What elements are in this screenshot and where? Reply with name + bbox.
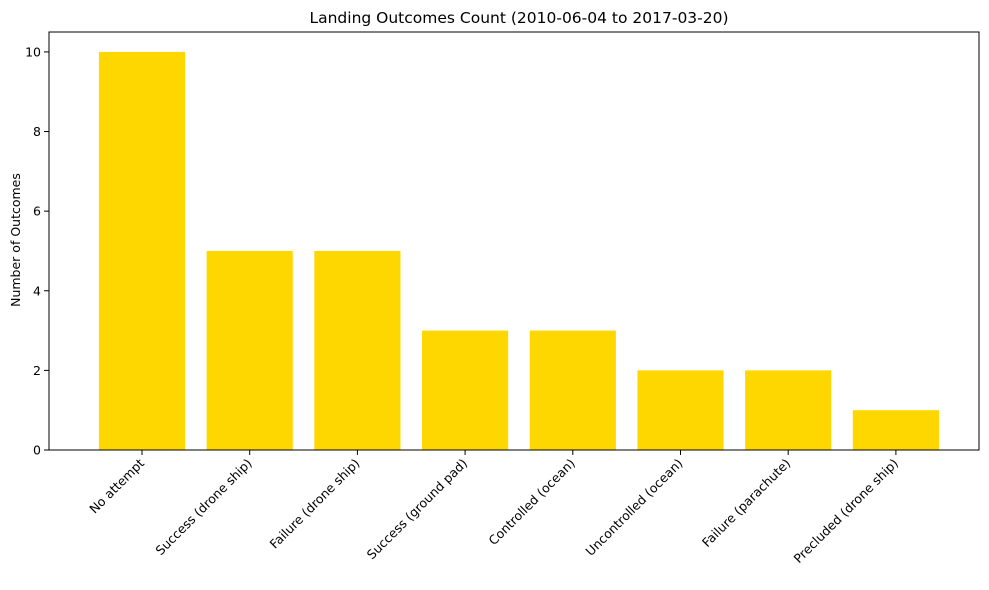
bar-uncontrolled-ocean <box>637 370 724 450</box>
bar-success-drone-ship <box>206 250 293 450</box>
bar-failure-parachute <box>745 370 832 450</box>
bar-no-attempt <box>98 51 186 451</box>
x-tick-label: Controlled (ocean) <box>485 456 577 548</box>
y-tick-label: 10 <box>25 44 41 59</box>
bar-controlled-ocean <box>529 330 616 450</box>
plot-frame <box>48 31 980 451</box>
x-tick-label: No attempt <box>86 455 147 516</box>
x-tick-label: Precluded (drone ship) <box>790 456 901 567</box>
y-tick-label: 2 <box>33 363 41 378</box>
y-axis-label: Number of Outcomes <box>8 173 23 307</box>
y-axis-ticks: 0 2 4 6 8 10 <box>25 44 49 458</box>
x-tick-label: Success (drone ship) <box>152 456 254 558</box>
y-tick-label: 4 <box>33 283 41 298</box>
bar-success-ground-pad <box>422 330 509 450</box>
x-tick-label: Success (ground pad) <box>364 456 471 563</box>
x-tick-label: Uncontrolled (ocean) <box>582 456 685 559</box>
y-tick-label: 6 <box>33 204 41 219</box>
x-axis-ticks: No attempt Success (drone ship) Failure (d… <box>86 450 901 566</box>
chart-title: Landing Outcomes Count (2010-06-04 to 20… <box>309 9 728 27</box>
y-tick-label: 0 <box>33 443 41 458</box>
bar-failure-drone-ship <box>314 250 401 450</box>
bars-group <box>98 51 939 451</box>
x-tick-label: Failure (parachute) <box>699 456 793 550</box>
y-tick-label: 8 <box>33 124 41 139</box>
x-tick-label: Failure (drone ship) <box>267 456 363 552</box>
bar-precluded-drone-ship <box>852 410 939 450</box>
